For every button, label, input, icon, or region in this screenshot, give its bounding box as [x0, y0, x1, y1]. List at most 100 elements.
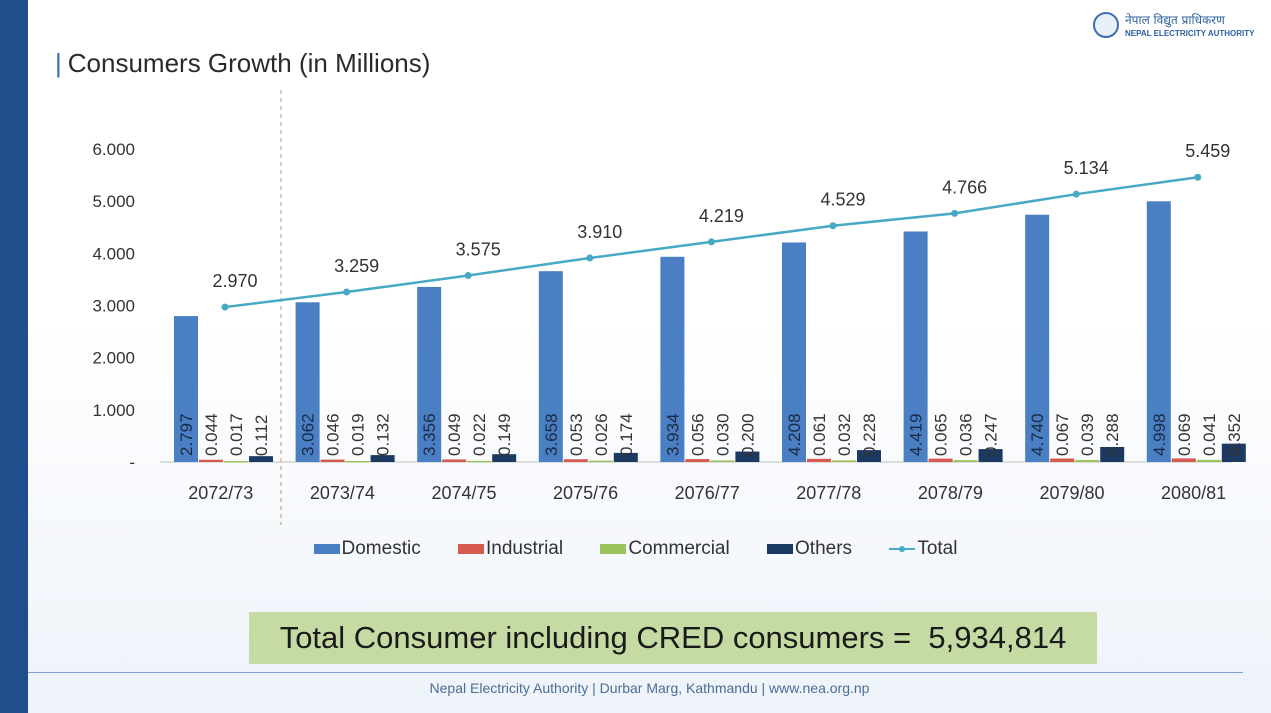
point-total	[951, 209, 959, 217]
bar-others	[857, 450, 881, 462]
y-tick-label: 6.000	[92, 140, 135, 159]
data-label-industrial: 0.046	[324, 413, 343, 456]
title-pipe: |	[55, 48, 62, 78]
y-tick-label: 3.000	[92, 297, 135, 316]
legend-label-commercial: Commercial	[628, 538, 730, 559]
bar-commercial	[588, 460, 613, 463]
y-tick-label: -	[129, 453, 135, 472]
data-label-domestic: 3.934	[663, 413, 682, 456]
legend-swatch-others	[767, 543, 794, 554]
bar-others	[1100, 446, 1125, 462]
consumers-growth-chart: - 1.000 2.000 3.000 4.000 5.000 6.000 2.797 0.04…	[92, 90, 1246, 525]
data-label-commercial: 0.022	[470, 413, 489, 456]
data-label-others: 0.228	[860, 413, 879, 456]
x-tick-label: 2076/77	[675, 483, 740, 503]
point-total	[464, 272, 472, 280]
legend-swatch-domestic	[313, 543, 340, 554]
point-total	[343, 288, 351, 296]
slide-background	[28, 0, 1271, 713]
data-label-others: 0.247	[982, 413, 1001, 456]
bar-domestic	[295, 302, 320, 462]
data-label-others: 0.149	[495, 413, 514, 456]
data-label-others: 0.132	[374, 413, 393, 456]
slide-title: | Consumers Growth (in Millions)	[55, 48, 430, 79]
data-label-commercial: 0.030	[713, 413, 732, 456]
bar-industrial	[685, 459, 710, 462]
data-label-others: 0.174	[617, 413, 636, 456]
bar-others	[249, 456, 273, 462]
x-tick-label: 2075/76	[553, 483, 618, 503]
logo-nepali-text: नेपाल विद्युत प्राधिकरण	[1125, 13, 1225, 27]
data-label-industrial: 0.044	[202, 413, 221, 456]
x-tick-label: 2079/80	[1039, 483, 1104, 503]
data-label-domestic: 4.740	[1028, 413, 1047, 456]
total-consumers-highlight: Total Consumer including CRED consumers …	[249, 612, 1097, 664]
bar-industrial	[320, 459, 345, 462]
bar-industrial	[199, 459, 223, 462]
bar-industrial	[807, 458, 831, 462]
bar-domestic	[174, 316, 198, 462]
legend-label-total: Total	[917, 538, 958, 559]
footer-divider	[28, 672, 1243, 673]
legend-item-industrial: Industrial	[457, 538, 564, 560]
bar-others	[613, 452, 638, 462]
legend-label-domestic: Domestic	[341, 538, 421, 559]
logo-english-text: NEPAL ELECTRICITY AUTHORITY	[1125, 29, 1255, 38]
data-label-commercial: 0.036	[957, 413, 976, 456]
legend-item-others: Others	[767, 538, 852, 560]
legend-swatch-commercial	[600, 543, 627, 554]
data-label-domestic: 2.797	[177, 413, 196, 456]
bar-industrial	[928, 458, 953, 462]
data-label-others: 0.288	[1103, 413, 1122, 456]
x-tick-label: 2072/73	[188, 483, 253, 503]
data-label-commercial: 0.039	[1078, 413, 1097, 456]
data-label-commercial: 0.041	[1200, 413, 1219, 456]
data-label-industrial: 0.053	[567, 413, 586, 456]
data-label-domestic: 4.998	[1150, 413, 1169, 456]
bar-industrial	[442, 459, 467, 462]
data-label-industrial: 0.065	[932, 413, 951, 456]
bar-domestic	[660, 256, 685, 462]
data-label-total: 4.766	[942, 177, 987, 197]
footer-text: Nepal Electricity Authority | Durbar Mar…	[429, 680, 870, 696]
data-label-domestic: 3.062	[299, 413, 318, 456]
point-total	[1194, 173, 1202, 181]
bar-domestic	[903, 231, 928, 462]
legend-label-industrial: Industrial	[485, 538, 564, 559]
bar-industrial	[1050, 458, 1075, 462]
data-label-industrial: 0.056	[688, 413, 707, 456]
bar-domestic	[417, 286, 442, 462]
x-tick-label: 2074/75	[431, 483, 496, 503]
nea-emblem-icon	[1093, 12, 1119, 38]
data-label-total: 4.219	[699, 206, 744, 226]
data-label-commercial: 0.019	[349, 413, 368, 456]
data-label-others: 0.352	[1225, 413, 1244, 456]
data-label-commercial: 0.026	[592, 413, 611, 456]
data-label-total: 5.459	[1185, 141, 1230, 161]
bar-commercial	[953, 460, 978, 462]
bar-domestic	[1146, 201, 1171, 462]
data-label-others: 0.112	[252, 415, 271, 456]
nea-logo: नेपाल विद्युत प्राधिकरण NEPAL ELECTRICIT…	[1093, 10, 1263, 44]
legend-item-commercial: Commercial	[600, 538, 730, 560]
bar-commercial	[1075, 459, 1100, 462]
data-label-industrial: 0.061	[810, 413, 829, 456]
highlight-value: 5,934,814	[928, 620, 1067, 655]
bar-commercial	[224, 461, 248, 463]
bar-others	[978, 449, 1003, 462]
bar-others	[492, 454, 517, 462]
bar-commercial	[710, 460, 735, 462]
left-accent-bar	[0, 0, 28, 713]
bar-commercial	[345, 461, 370, 463]
legend-line-total	[889, 544, 916, 554]
x-tick-label: 2080/81	[1161, 483, 1226, 503]
data-label-domestic: 4.419	[907, 413, 926, 456]
point-total	[829, 222, 837, 230]
legend-item-total: Total	[889, 538, 957, 560]
bar-commercial	[832, 460, 856, 462]
y-tick-label: 2.000	[92, 349, 135, 368]
x-tick-label: 2077/78	[796, 483, 861, 503]
y-tick-label: 5.000	[92, 192, 135, 211]
bar-domestic	[538, 271, 563, 462]
highlight-label: Total Consumer including CRED consumers …	[279, 620, 912, 655]
